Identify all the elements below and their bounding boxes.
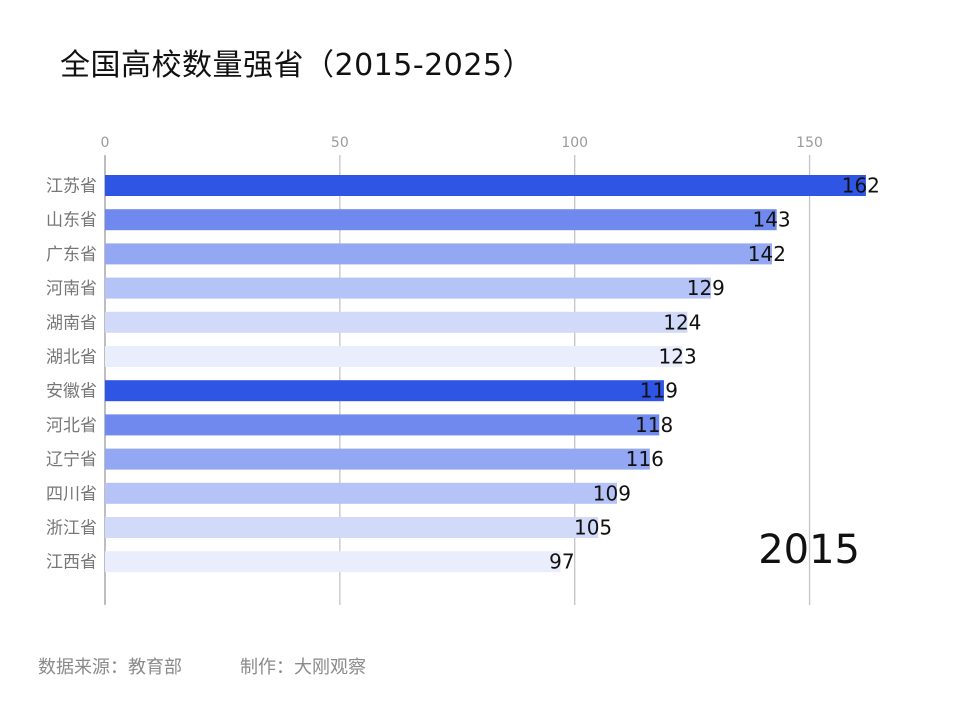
value-label: 142 <box>748 242 786 266</box>
bar <box>105 346 683 367</box>
value-label: 109 <box>593 481 631 505</box>
bar <box>105 414 660 436</box>
category-label: 江苏省 <box>46 177 97 197</box>
value-label: 162 <box>842 174 880 198</box>
bar <box>105 517 599 538</box>
bar <box>105 380 664 402</box>
value-label: 143 <box>752 208 790 232</box>
author-credit: 制作：大刚观察 <box>240 657 366 678</box>
chart-title: 全国高校数量强省（2015-2025） <box>60 48 534 83</box>
bar <box>105 209 777 231</box>
category-label: 浙江省 <box>46 519 97 539</box>
category-label: 湖北省 <box>46 348 97 368</box>
bar <box>105 448 650 470</box>
value-label: 119 <box>640 379 678 403</box>
bar <box>105 175 866 196</box>
value-label: 124 <box>663 310 701 334</box>
value-label: 105 <box>574 516 612 540</box>
bar <box>105 551 561 573</box>
x-tick-label: 150 <box>796 135 823 151</box>
x-tick-label: 50 <box>331 135 349 151</box>
x-tick-label: 100 <box>561 135 588 151</box>
year-label: 2015 <box>758 527 860 573</box>
value-label: 97 <box>549 550 574 574</box>
category-label: 辽宁省 <box>46 450 97 470</box>
bar-chart: 0 50 100 150 江苏省 162 山东省 143 广东省 142 河南省 129 湖南省 124 湖… <box>46 135 880 605</box>
category-label: 湖南省 <box>46 313 97 333</box>
bar <box>105 311 688 333</box>
bar <box>105 482 617 504</box>
value-label: 116 <box>626 447 664 471</box>
value-label: 123 <box>659 345 697 369</box>
bar <box>105 243 772 265</box>
x-tick-label: 0 <box>101 135 110 151</box>
value-label: 129 <box>687 276 725 300</box>
bar <box>105 277 711 299</box>
category-label: 安徽省 <box>46 382 97 402</box>
category-label: 河北省 <box>46 416 97 436</box>
category-label: 江西省 <box>46 553 97 573</box>
category-label: 四川省 <box>46 484 97 504</box>
data-source-note: 数据来源：教育部 <box>38 657 182 678</box>
category-label: 广东省 <box>46 245 97 265</box>
category-label: 河南省 <box>46 279 97 299</box>
category-label: 山东省 <box>46 211 97 231</box>
value-label: 118 <box>635 413 673 437</box>
